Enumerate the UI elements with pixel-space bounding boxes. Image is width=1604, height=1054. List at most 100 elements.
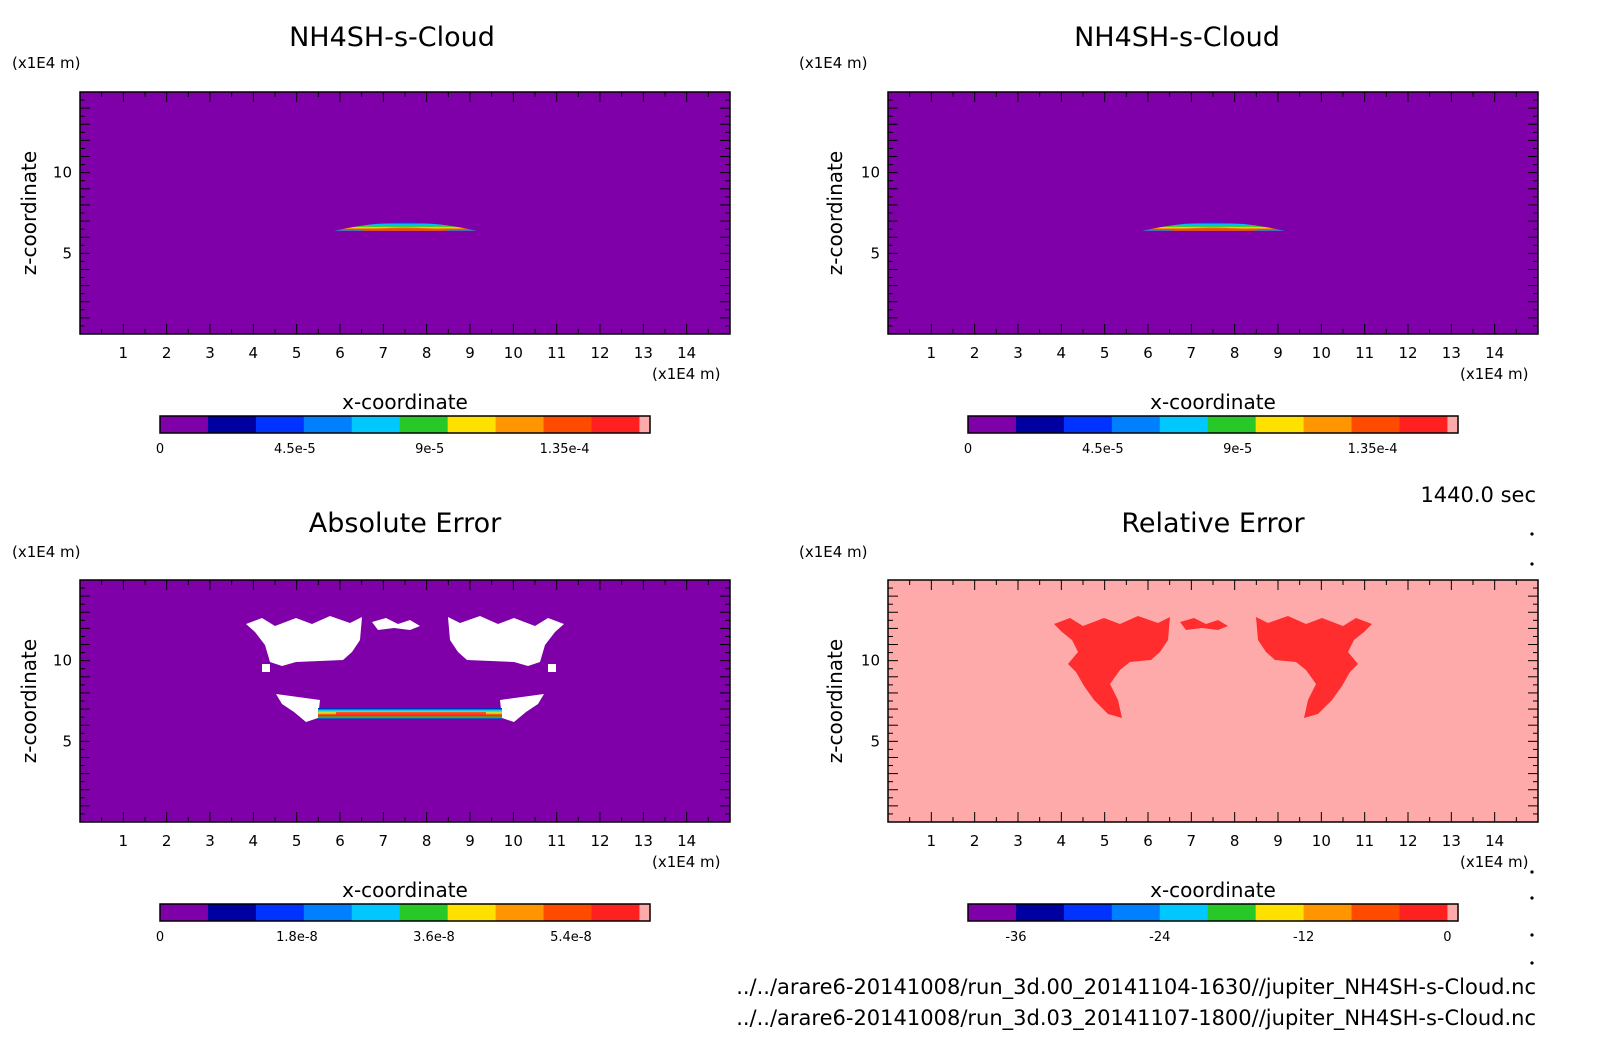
x-tick-label: 14 xyxy=(677,832,696,850)
dot-marker xyxy=(1530,870,1534,874)
x-tick-label: 8 xyxy=(422,832,432,850)
x-tick-label: 1 xyxy=(119,832,129,850)
x-tick-label: 4 xyxy=(249,344,259,362)
x-tick-label: 10 xyxy=(1312,832,1331,850)
colorbar-tick-label: 0 xyxy=(964,442,972,457)
cloud-layer xyxy=(334,222,477,231)
y-tick-label: 5 xyxy=(870,732,880,750)
x-axis-label: x-coordinate xyxy=(342,878,468,902)
colorbar-cell xyxy=(1255,904,1305,921)
colorbar-cell xyxy=(399,416,449,433)
x-tick-label: 2 xyxy=(162,832,172,850)
x-tick-label: 10 xyxy=(1312,344,1331,362)
colorbar-cell xyxy=(1015,416,1065,433)
colorbar-cell xyxy=(255,904,305,921)
missing-patch-left xyxy=(246,616,362,666)
colorbar-cell xyxy=(1111,904,1161,921)
x-tick-labels: 1 2 3 4 5 6 7 8 9 10 11 12 13 14 xyxy=(119,344,697,362)
dot-column xyxy=(1530,532,1534,965)
x-tick-label: 3 xyxy=(205,832,215,850)
colorbar-frame xyxy=(159,415,651,434)
x-tick-label: 13 xyxy=(1442,832,1461,850)
colorbar-tick-label: 9e-5 xyxy=(1223,442,1252,457)
x-tick-label: 3 xyxy=(205,344,215,362)
colorbar-cell xyxy=(1447,416,1458,433)
y-ticks xyxy=(888,579,1538,823)
panel-nh4sh-right: NH4SH-s-Cloud (x1E4 m) 1 2 3 4 5 6 7 8 9 10 11 12 13… xyxy=(799,22,1539,457)
x-axis-label: x-coordinate xyxy=(1150,878,1276,902)
x-tick-label: 3 xyxy=(1013,344,1023,362)
x-tick-label: 7 xyxy=(1187,832,1197,850)
x-tick-label: 10 xyxy=(504,344,523,362)
x-tick-label: 6 xyxy=(1143,832,1153,850)
x-tick-label: 14 xyxy=(677,344,696,362)
plot-frame xyxy=(887,91,1539,335)
y-tick-label: 10 xyxy=(861,164,880,182)
colorbar-labels: 0 1.8e-8 3.6e-8 5.4e-8 xyxy=(156,930,592,945)
colorbar-cell xyxy=(447,416,497,433)
x-tick-labels: 1 2 3 4 5 6 7 8 9 10 11 12 13 14 xyxy=(119,832,697,850)
colorbar-cell xyxy=(543,416,593,433)
x-tick-label: 12 xyxy=(1398,832,1417,850)
x-tick-label: 9 xyxy=(465,344,475,362)
panel-title: NH4SH-s-Cloud xyxy=(1074,22,1280,53)
cloud-layer-shape xyxy=(334,222,477,231)
cloud-layer-shape xyxy=(1142,222,1285,231)
x-tick-label: 1 xyxy=(927,832,937,850)
plot-area xyxy=(888,92,1538,334)
colorbar-tick-label: 3.6e-8 xyxy=(413,930,455,945)
colorbar-cell xyxy=(1255,416,1305,433)
colorbar-cell xyxy=(1159,904,1209,921)
missing-patch-right xyxy=(448,616,564,666)
error-band-core xyxy=(336,712,486,715)
missing-region xyxy=(246,616,564,722)
colorbar-tick-label: 4.5e-5 xyxy=(1082,442,1124,457)
x-tick-label: 13 xyxy=(634,344,653,362)
x-ticks xyxy=(79,580,731,822)
relative-patch-left xyxy=(1054,616,1170,718)
x-tick-label: 4 xyxy=(1057,344,1067,362)
x-tick-label: 1 xyxy=(927,344,937,362)
x-tick-label: 12 xyxy=(590,344,609,362)
dot-marker xyxy=(1530,562,1534,566)
y-ticks xyxy=(888,91,1538,335)
colorbar-tick-label: -36 xyxy=(1005,930,1026,945)
x-tick-label: 2 xyxy=(970,832,980,850)
dot-marker xyxy=(1530,961,1534,965)
x-tick-label: 4 xyxy=(249,832,259,850)
x-unit-label: (x1E4 m) xyxy=(1460,365,1529,383)
y-unit-label: (x1E4 m) xyxy=(12,54,81,72)
time-label: 1440.0 sec xyxy=(1420,483,1536,507)
colorbar-cell xyxy=(1399,416,1448,433)
colorbar xyxy=(159,415,651,434)
x-tick-label: 3 xyxy=(1013,832,1023,850)
panel-nh4sh-left: NH4SH-s-Cloud (x1E4 m) 1 2 3 4 5 6 7 8 9 10 11 12 13… xyxy=(12,22,731,457)
panel-absolute-error: Absolute Error (x1E4 m) 1 2 3 4 5 6 7 8 9 10 11 12 1… xyxy=(12,508,731,945)
colorbar-tick-label: -24 xyxy=(1149,930,1170,945)
panel-title: Relative Error xyxy=(1121,508,1305,539)
colorbar-cell xyxy=(1303,416,1353,433)
colorbar-cell xyxy=(399,904,449,921)
colorbar-cell xyxy=(160,904,209,921)
y-ticks xyxy=(80,579,730,823)
x-tick-label: 13 xyxy=(1442,344,1461,362)
plot-area xyxy=(80,580,730,822)
plot-frame xyxy=(79,91,731,335)
x-tick-label: 11 xyxy=(1355,344,1374,362)
colorbar xyxy=(159,903,651,922)
colorbar-cell xyxy=(351,416,401,433)
x-tick-label: 8 xyxy=(1230,344,1240,362)
colorbar-cell xyxy=(968,904,1017,921)
dot-marker xyxy=(1530,933,1534,937)
missing-strip-left xyxy=(276,694,320,722)
plot-area xyxy=(888,580,1538,822)
colorbar-cell xyxy=(968,416,1017,433)
y-tick-label: 10 xyxy=(53,652,72,670)
missing-speckle xyxy=(548,664,556,672)
colorbar-cell xyxy=(1207,416,1257,433)
y-axis-label: z-coordinate xyxy=(17,151,41,275)
relative-speckle-center xyxy=(1180,618,1228,630)
colorbar-cell xyxy=(207,904,257,921)
x-tick-label: 8 xyxy=(422,344,432,362)
plot-frame xyxy=(887,579,1539,823)
